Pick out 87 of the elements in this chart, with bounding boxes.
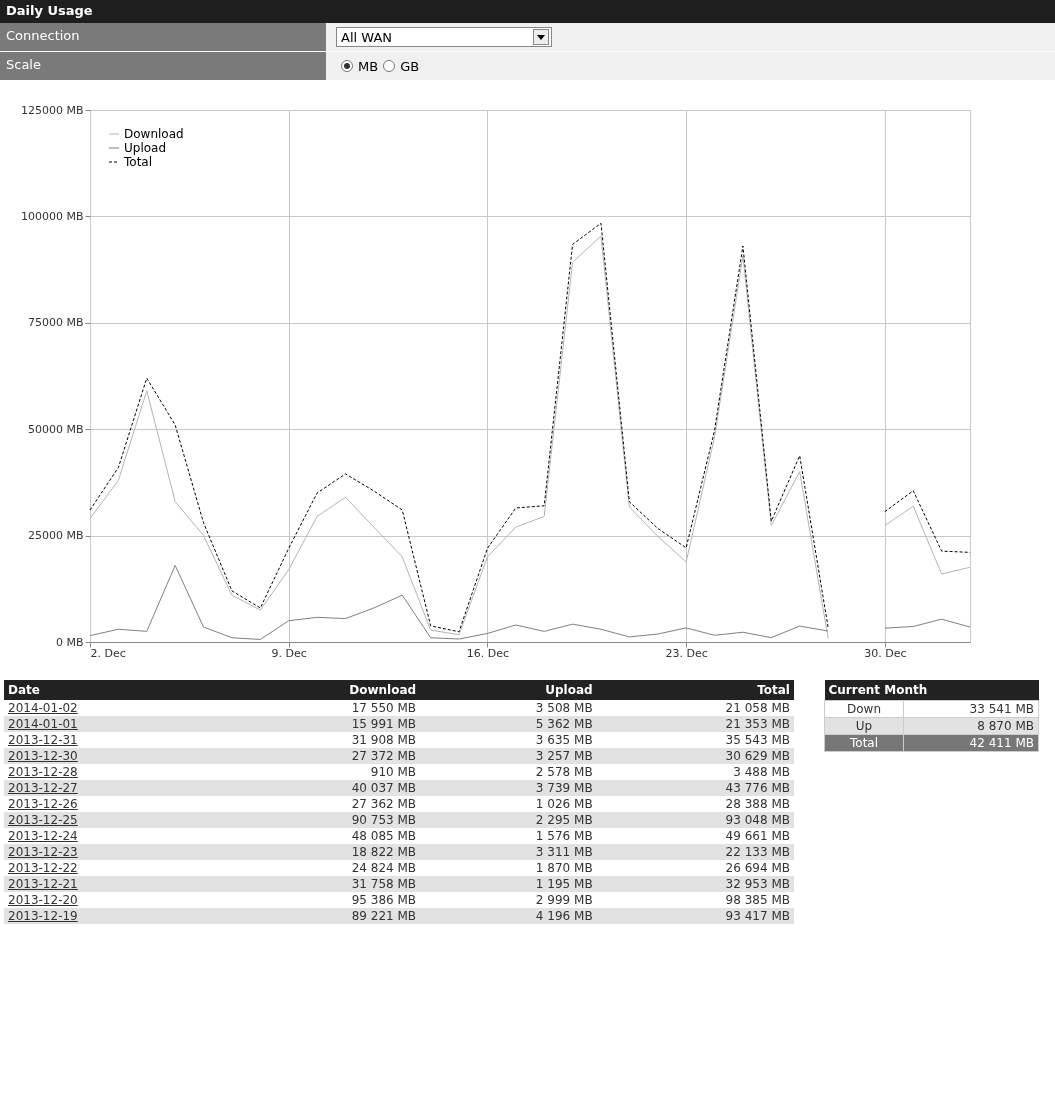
text: 27 362 MB (350, 796, 418, 812)
text: 27 372 MB (215, 748, 421, 764)
text: Up (824, 717, 904, 735)
text: 35 543 MB (724, 732, 791, 748)
text: 93 048 MB (596, 812, 794, 828)
text: 21 058 MB (724, 700, 791, 716)
text: 2013-12-21 (4, 876, 216, 892)
text: 21 353 MB (596, 716, 794, 732)
text: GB (400, 58, 420, 74)
legend-label: Download (124, 127, 184, 141)
legend-label: Total (123, 155, 153, 169)
text: 48 085 MB (350, 828, 418, 844)
text: 2013-12-31 (7, 732, 79, 748)
x-tick-label: 30. Dec (864, 646, 907, 660)
text: 2 578 MB (534, 764, 594, 780)
text: 33 541 MB (903, 700, 1039, 718)
chart-title: Daily Usage (0, 0, 1055, 23)
text: 98 385 MB (724, 892, 791, 908)
text: 90 753 MB (215, 812, 421, 828)
text: 2013-12-26 (7, 796, 79, 812)
y-tick-label: 100000 MB (20, 209, 84, 223)
text: 43 776 MB (596, 780, 794, 796)
text: 3 635 MB (534, 732, 594, 748)
text: 3 257 MB (420, 748, 597, 764)
text: 28 388 MB (724, 796, 791, 812)
text: Current Month (824, 680, 1039, 701)
dropdown-field: All WAN (336, 27, 552, 47)
text: 2014-01-01 (4, 716, 216, 732)
text: 2013-12-24 (7, 828, 79, 844)
y-tick-label: 125000 MB (20, 103, 84, 117)
text: 93 417 MB (596, 908, 794, 924)
text: Date (4, 680, 216, 700)
text: 15 991 MB (215, 716, 421, 732)
text: 17 550 MB (350, 700, 418, 716)
text: 2013-12-25 (4, 812, 216, 828)
text: Download (349, 683, 417, 697)
text: 31 758 MB (215, 876, 421, 892)
text: 5 362 MB (420, 716, 597, 732)
text: 1 870 MB (534, 860, 594, 876)
text: 2013-12-19 (4, 908, 216, 924)
text: Scale (0, 52, 326, 80)
text: 2014-01-02 (7, 700, 79, 716)
text: 18 822 MB (215, 844, 421, 860)
x-tick-label: 9. Dec (271, 646, 307, 660)
x-tick-label: 16. Dec (466, 646, 510, 660)
text: Connection (0, 23, 326, 51)
text: 2 999 MB (534, 892, 594, 908)
text: 1 195 MB (420, 876, 597, 892)
text: 1 576 MB (534, 828, 594, 844)
text: 2013-12-27 (4, 780, 216, 796)
text: MB (358, 58, 379, 74)
text: Down (824, 700, 904, 718)
text: 910 MB (369, 764, 418, 780)
y-tick-label: 50000 MB (27, 422, 84, 436)
text: 3 739 MB (420, 780, 597, 796)
text: Total (757, 683, 790, 697)
y-tick-label: 75000 MB (27, 316, 84, 330)
x-tick-label: 2. Dec (90, 646, 126, 660)
text: 40 037 MB (215, 780, 421, 796)
text: 26 694 MB (724, 860, 791, 876)
legend-label: Upload (124, 141, 167, 155)
text: 24 824 MB (350, 860, 418, 876)
text: 2013-12-23 (4, 844, 216, 860)
text: 32 953 MB (596, 876, 794, 892)
text: 22 133 MB (596, 844, 794, 860)
y-tick-label: 0 MB (55, 635, 84, 649)
text: 30 629 MB (596, 748, 794, 764)
text: 3 311 MB (420, 844, 597, 860)
text: 2013-12-30 (4, 748, 216, 764)
text: 1 026 MB (534, 796, 594, 812)
text: 3 488 MB (732, 764, 791, 780)
text: 2013-12-28 (7, 764, 79, 780)
text: Upload (545, 683, 593, 697)
text: 2013-12-22 (7, 860, 79, 876)
text: 49 661 MB (724, 828, 791, 844)
text: 31 908 MB (350, 732, 418, 748)
text: 8 870 MB (903, 717, 1039, 735)
y-tick-label: 25000 MB (27, 529, 84, 543)
text: 2 295 MB (420, 812, 597, 828)
text: 42 411 MB (903, 734, 1039, 752)
text: 3 508 MB (534, 700, 594, 716)
text: Total (824, 734, 904, 752)
text: 95 386 MB (350, 892, 418, 908)
x-tick-label: 23. Dec (665, 646, 708, 660)
text: 2013-12-20 (7, 892, 79, 908)
text: 89 221 MB (215, 908, 421, 924)
text: 4 196 MB (420, 908, 597, 924)
